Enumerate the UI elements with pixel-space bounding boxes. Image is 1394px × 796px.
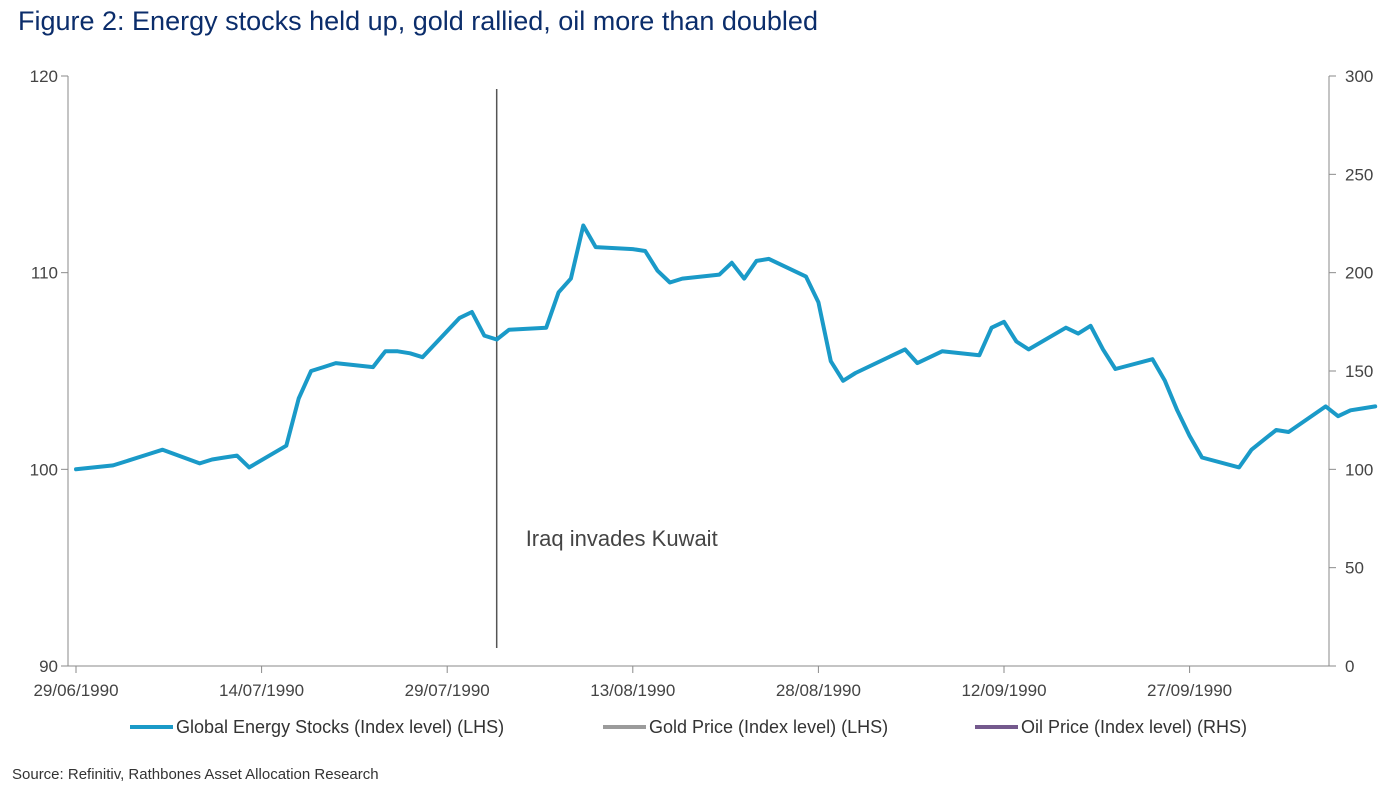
legend: Global Energy Stocks (Index level) (LHS)…: [130, 717, 1247, 737]
plot-area: 90 100 110 120 0 50 100 150 200 250 300 29/06/199…: [30, 67, 1378, 700]
left-y-tick-label: 100: [30, 460, 58, 479]
right-y-tick-label: 100: [1345, 460, 1373, 479]
x-tick-label: 13/08/1990: [590, 681, 675, 700]
x-tick-label: 27/09/1990: [1147, 681, 1232, 700]
legend-item-energy: Global Energy Stocks (Index level) (LHS): [130, 717, 504, 737]
right-y-tick-label: 250: [1345, 165, 1373, 184]
legend-label-oil: Oil Price (Index level) (RHS): [1021, 717, 1247, 737]
x-axis-ticks: 29/06/1990 14/07/1990 29/07/1990 13/08/1990…: [33, 666, 1232, 700]
left-y-tick-label: 90: [39, 657, 58, 676]
chart-title: Figure 2: Energy stocks held up, gold ra…: [18, 6, 818, 36]
x-tick-label: 29/06/1990: [33, 681, 118, 700]
right-y-tick-label: 50: [1345, 559, 1364, 578]
legend-item-oil: Oil Price (Index level) (RHS): [975, 717, 1247, 737]
series-line-0: [74, 223, 1378, 472]
x-tick-label: 14/07/1990: [219, 681, 304, 700]
x-tick-label: 12/09/1990: [961, 681, 1046, 700]
right-y-tick-label: 150: [1345, 362, 1373, 381]
legend-label-gold: Gold Price (Index level) (LHS): [649, 717, 888, 737]
legend-label-energy: Global Energy Stocks (Index level) (LHS): [176, 717, 504, 737]
right-y-tick-label: 200: [1345, 264, 1373, 283]
left-y-ticks: 90 100 110 120: [30, 67, 68, 676]
left-y-tick-label: 110: [31, 264, 58, 283]
x-tick-label: 29/07/1990: [405, 681, 490, 700]
legend-item-gold: Gold Price (Index level) (LHS): [603, 717, 888, 737]
left-y-tick-label: 120: [30, 67, 58, 86]
right-y-tick-label: 0: [1345, 657, 1354, 676]
x-tick-label: 28/08/1990: [776, 681, 861, 700]
right-y-ticks: 0 50 100 150 200 250 300: [1329, 67, 1373, 676]
source-note: Source: Refinitiv, Rathbones Asset Alloc…: [12, 766, 379, 783]
event-annotation: Iraq invades Kuwait: [526, 526, 718, 551]
right-y-tick-label: 300: [1345, 67, 1373, 86]
series-lines: [74, 223, 1378, 472]
